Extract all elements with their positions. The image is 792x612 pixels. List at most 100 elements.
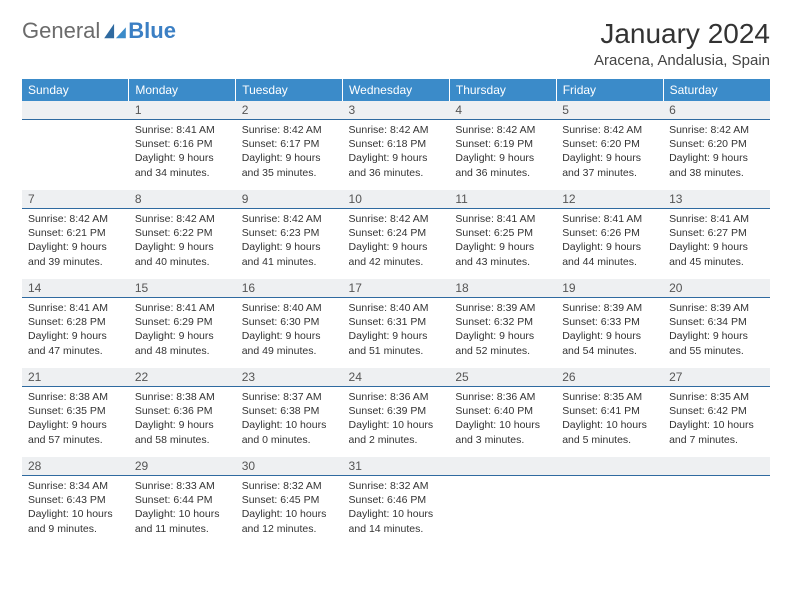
daylight-text: Daylight: 10 hours [349, 507, 444, 521]
day-number-cell: 16 [236, 279, 343, 298]
sunrise-text: Sunrise: 8:35 AM [562, 390, 657, 404]
month-title: January 2024 [594, 18, 770, 50]
sunrise-text: Sunrise: 8:39 AM [669, 301, 764, 315]
sunset-text: Sunset: 6:23 PM [242, 226, 337, 240]
day-cell: Sunrise: 8:41 AMSunset: 6:29 PMDaylight:… [129, 298, 236, 369]
day-number-cell: 25 [449, 368, 556, 387]
sunrise-text: Sunrise: 8:42 AM [242, 123, 337, 137]
day-number-cell: 22 [129, 368, 236, 387]
day-number-cell: 8 [129, 190, 236, 209]
daylight-text: and 45 minutes. [669, 255, 764, 269]
week-body-row: Sunrise: 8:42 AMSunset: 6:21 PMDaylight:… [22, 209, 770, 280]
day-cell-body: Sunrise: 8:35 AMSunset: 6:42 PMDaylight:… [663, 387, 770, 457]
daylight-text: Daylight: 9 hours [562, 151, 657, 165]
day-cell: Sunrise: 8:42 AMSunset: 6:23 PMDaylight:… [236, 209, 343, 280]
day-number-cell: 17 [343, 279, 450, 298]
sunset-text: Sunset: 6:42 PM [669, 404, 764, 418]
daylight-text: Daylight: 9 hours [135, 329, 230, 343]
daylight-text: Daylight: 10 hours [28, 507, 123, 521]
sunrise-text: Sunrise: 8:42 AM [242, 212, 337, 226]
calendar-page: General Blue January 2024 Aracena, Andal… [0, 0, 792, 564]
day-cell-body: Sunrise: 8:41 AMSunset: 6:26 PMDaylight:… [556, 209, 663, 279]
daylight-text: and 3 minutes. [455, 433, 550, 447]
calendar-table: Sunday Monday Tuesday Wednesday Thursday… [22, 79, 770, 546]
sunset-text: Sunset: 6:44 PM [135, 493, 230, 507]
day-cell-body: Sunrise: 8:42 AMSunset: 6:18 PMDaylight:… [343, 120, 450, 190]
daylight-text: Daylight: 9 hours [669, 329, 764, 343]
calendar-body: 123456Sunrise: 8:41 AMSunset: 6:16 PMDay… [22, 101, 770, 546]
daylight-text: Daylight: 9 hours [135, 240, 230, 254]
sunset-text: Sunset: 6:41 PM [562, 404, 657, 418]
daylight-text: and 37 minutes. [562, 166, 657, 180]
sunrise-text: Sunrise: 8:36 AM [455, 390, 550, 404]
day-cell: Sunrise: 8:39 AMSunset: 6:32 PMDaylight:… [449, 298, 556, 369]
daylight-text: and 51 minutes. [349, 344, 444, 358]
daynum-row: 78910111213 [22, 190, 770, 209]
day-number-cell: 20 [663, 279, 770, 298]
day-cell-body: Sunrise: 8:32 AMSunset: 6:46 PMDaylight:… [343, 476, 450, 546]
daylight-text: Daylight: 9 hours [135, 418, 230, 432]
logo-text-1: General [22, 18, 100, 44]
day-number-cell: 19 [556, 279, 663, 298]
daylight-text: Daylight: 10 hours [349, 418, 444, 432]
sunrise-text: Sunrise: 8:41 AM [562, 212, 657, 226]
dayhead-sun: Sunday [22, 79, 129, 101]
sunset-text: Sunset: 6:24 PM [349, 226, 444, 240]
sunrise-text: Sunrise: 8:38 AM [28, 390, 123, 404]
daylight-text: Daylight: 9 hours [455, 329, 550, 343]
daylight-text: and 52 minutes. [455, 344, 550, 358]
day-cell-body: Sunrise: 8:34 AMSunset: 6:43 PMDaylight:… [22, 476, 129, 546]
day-cell-body: Sunrise: 8:41 AMSunset: 6:28 PMDaylight:… [22, 298, 129, 368]
sunrise-text: Sunrise: 8:42 AM [455, 123, 550, 137]
daylight-text: Daylight: 9 hours [28, 240, 123, 254]
day-cell [22, 120, 129, 191]
daylight-text: Daylight: 9 hours [669, 240, 764, 254]
daylight-text: and 39 minutes. [28, 255, 123, 269]
day-number-cell: 14 [22, 279, 129, 298]
day-cell-body: Sunrise: 8:41 AMSunset: 6:29 PMDaylight:… [129, 298, 236, 368]
day-cell: Sunrise: 8:42 AMSunset: 6:17 PMDaylight:… [236, 120, 343, 191]
day-cell-body: Sunrise: 8:39 AMSunset: 6:34 PMDaylight:… [663, 298, 770, 368]
day-number-cell: 11 [449, 190, 556, 209]
day-cell: Sunrise: 8:42 AMSunset: 6:22 PMDaylight:… [129, 209, 236, 280]
day-cell: Sunrise: 8:42 AMSunset: 6:21 PMDaylight:… [22, 209, 129, 280]
sunrise-text: Sunrise: 8:42 AM [562, 123, 657, 137]
daynum-row: 21222324252627 [22, 368, 770, 387]
daylight-text: and 54 minutes. [562, 344, 657, 358]
sunset-text: Sunset: 6:45 PM [242, 493, 337, 507]
day-cell: Sunrise: 8:42 AMSunset: 6:19 PMDaylight:… [449, 120, 556, 191]
dayhead-wed: Wednesday [343, 79, 450, 101]
day-cell: Sunrise: 8:32 AMSunset: 6:46 PMDaylight:… [343, 476, 450, 547]
day-cell-body: Sunrise: 8:42 AMSunset: 6:24 PMDaylight:… [343, 209, 450, 279]
sunset-text: Sunset: 6:39 PM [349, 404, 444, 418]
day-cell-body: Sunrise: 8:35 AMSunset: 6:41 PMDaylight:… [556, 387, 663, 457]
day-cell-body: Sunrise: 8:37 AMSunset: 6:38 PMDaylight:… [236, 387, 343, 457]
day-number-cell: 15 [129, 279, 236, 298]
week-body-row: Sunrise: 8:41 AMSunset: 6:16 PMDaylight:… [22, 120, 770, 191]
day-number-cell: 28 [22, 457, 129, 476]
daylight-text: and 14 minutes. [349, 522, 444, 536]
sunrise-text: Sunrise: 8:34 AM [28, 479, 123, 493]
day-number-cell: 31 [343, 457, 450, 476]
sunset-text: Sunset: 6:22 PM [135, 226, 230, 240]
day-cell-body: Sunrise: 8:42 AMSunset: 6:23 PMDaylight:… [236, 209, 343, 279]
day-cell [663, 476, 770, 547]
day-number-cell: 12 [556, 190, 663, 209]
day-number-cell: 21 [22, 368, 129, 387]
day-cell-body [663, 476, 770, 546]
daylight-text: Daylight: 9 hours [28, 329, 123, 343]
day-cell-body: Sunrise: 8:40 AMSunset: 6:31 PMDaylight:… [343, 298, 450, 368]
daylight-text: Daylight: 9 hours [349, 329, 444, 343]
sunset-text: Sunset: 6:40 PM [455, 404, 550, 418]
daylight-text: Daylight: 9 hours [242, 329, 337, 343]
day-number-cell: 3 [343, 101, 450, 120]
sunset-text: Sunset: 6:25 PM [455, 226, 550, 240]
sunrise-text: Sunrise: 8:35 AM [669, 390, 764, 404]
day-cell-body: Sunrise: 8:39 AMSunset: 6:32 PMDaylight:… [449, 298, 556, 368]
day-cell: Sunrise: 8:36 AMSunset: 6:40 PMDaylight:… [449, 387, 556, 458]
sunset-text: Sunset: 6:32 PM [455, 315, 550, 329]
sunset-text: Sunset: 6:46 PM [349, 493, 444, 507]
day-cell: Sunrise: 8:42 AMSunset: 6:18 PMDaylight:… [343, 120, 450, 191]
daylight-text: and 55 minutes. [669, 344, 764, 358]
daylight-text: and 36 minutes. [455, 166, 550, 180]
